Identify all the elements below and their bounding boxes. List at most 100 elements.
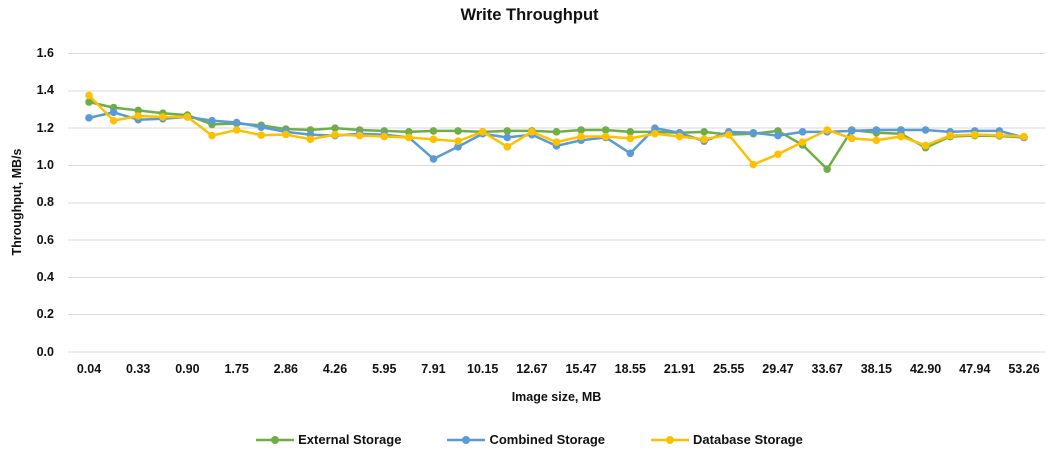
data-point-combined-storage	[847, 127, 856, 135]
data-point-database-storage	[208, 131, 216, 140]
data-point-database-storage	[970, 130, 979, 139]
data-point-combined-storage	[798, 128, 807, 136]
data-point-database-storage	[946, 131, 954, 140]
data-point-database-storage	[331, 130, 339, 139]
data-point-combined-storage	[503, 133, 512, 142]
data-point-external-storage	[577, 126, 585, 134]
x-tick-label: 21.91	[663, 362, 696, 376]
data-point-database-storage	[577, 132, 585, 141]
x-tick-label: 0.90	[175, 362, 200, 376]
data-point-database-storage	[159, 113, 167, 121]
data-point-combined-storage	[872, 126, 881, 134]
legend-swatch-icon	[256, 435, 295, 444]
data-point-combined-storage	[626, 149, 635, 158]
data-point-combined-storage	[921, 126, 930, 134]
data-point-external-storage	[405, 128, 413, 136]
data-point-combined-storage	[109, 108, 118, 117]
data-point-database-storage	[429, 135, 438, 144]
data-point-database-storage	[700, 135, 708, 144]
y-tick-label: 1.6	[36, 46, 54, 60]
data-point-database-storage	[503, 142, 512, 151]
data-point-database-storage	[823, 126, 831, 134]
legend-item-combined-storage: Combined Storage	[447, 432, 605, 447]
data-point-external-storage	[429, 127, 438, 135]
y-tick-label: 0.6	[36, 232, 54, 247]
legend-swatch-icon	[447, 435, 486, 444]
data-point-database-storage	[528, 128, 536, 136]
data-point-database-storage	[601, 132, 610, 141]
data-point-database-storage	[109, 116, 118, 125]
x-tick-label: 0.04	[76, 362, 102, 376]
x-tick-label: 25.55	[713, 362, 745, 376]
data-point-database-storage	[257, 131, 266, 140]
data-point-combined-storage	[749, 128, 758, 137]
data-point-database-storage	[749, 160, 758, 169]
data-point-database-storage	[134, 112, 143, 120]
data-point-database-storage	[798, 138, 807, 146]
y-tick-label: 1.0	[36, 157, 54, 172]
x-tick-label: 53.26	[1008, 362, 1040, 376]
data-point-database-storage	[232, 126, 241, 134]
x-tick-label: 47.94	[959, 362, 991, 376]
data-point-combined-storage	[651, 124, 659, 132]
y-tick-label: 1.4	[36, 83, 54, 98]
y-tick-label: 0.0	[36, 344, 54, 359]
data-point-database-storage	[897, 132, 905, 141]
x-tick-label: 18.55	[614, 362, 646, 376]
data-point-database-storage	[995, 131, 1004, 140]
chart-title: Write Throughput	[460, 6, 599, 24]
legend-item-database-storage: Database Storage	[651, 432, 803, 447]
legend: External Storage Combined Storage Database…	[0, 432, 1059, 447]
x-tick-label: 1.75	[224, 362, 249, 376]
x-tick-label: 33.67	[811, 362, 843, 376]
x-tick-label: 7.91	[421, 362, 446, 376]
data-point-external-storage	[700, 128, 708, 136]
y-tick-label: 0.8	[36, 195, 54, 210]
data-point-external-storage	[134, 106, 143, 115]
data-point-database-storage	[1020, 132, 1028, 141]
data-point-database-storage	[183, 113, 192, 121]
data-point-combined-storage	[897, 126, 905, 134]
y-tick-label: 0.2	[36, 307, 54, 322]
x-tick-label: 29.47	[762, 362, 794, 376]
x-tick-label: 42.90	[909, 362, 942, 376]
data-point-external-storage	[503, 127, 512, 135]
data-point-external-storage	[454, 127, 462, 135]
legend-item-external-storage: External Storage	[256, 432, 401, 447]
data-point-database-storage	[626, 134, 635, 143]
data-point-database-storage	[380, 132, 389, 141]
x-tick-label: 5.95	[372, 362, 397, 376]
data-point-combined-storage	[232, 118, 241, 127]
data-point-external-storage	[331, 124, 339, 132]
data-point-combined-storage	[429, 155, 438, 163]
data-point-combined-storage	[454, 142, 462, 151]
y-tick-label: 0.4	[36, 269, 54, 284]
legend-label: External Storage	[298, 432, 402, 447]
data-point-combined-storage	[85, 114, 93, 122]
data-point-database-storage	[872, 136, 881, 145]
data-point-combined-storage	[208, 116, 216, 125]
x-tick-label: 10.15	[467, 362, 499, 376]
data-point-database-storage	[282, 130, 290, 139]
data-point-database-storage	[651, 129, 659, 138]
data-point-database-storage	[552, 138, 561, 146]
legend-label: Combined Storage	[489, 432, 606, 447]
data-point-external-storage	[85, 98, 93, 106]
data-point-database-storage	[774, 150, 782, 159]
data-point-combined-storage	[774, 131, 782, 140]
legend-swatch-icon	[651, 435, 690, 444]
data-point-database-storage	[921, 141, 930, 150]
data-point-external-storage	[552, 128, 561, 136]
x-tick-label: 12.67	[516, 362, 548, 376]
data-point-external-storage	[601, 126, 610, 134]
x-axis-title: Image size, MB	[511, 390, 602, 404]
data-point-database-storage	[724, 130, 733, 139]
plot-area	[68, 53, 1045, 353]
legend-label: Database Storage	[693, 432, 803, 447]
data-point-database-storage	[85, 91, 93, 100]
data-point-combined-storage	[257, 123, 266, 131]
x-tick-label: 4.26	[322, 362, 348, 376]
data-point-database-storage	[675, 132, 684, 141]
data-point-database-storage	[405, 133, 413, 142]
data-point-database-storage	[355, 131, 364, 140]
